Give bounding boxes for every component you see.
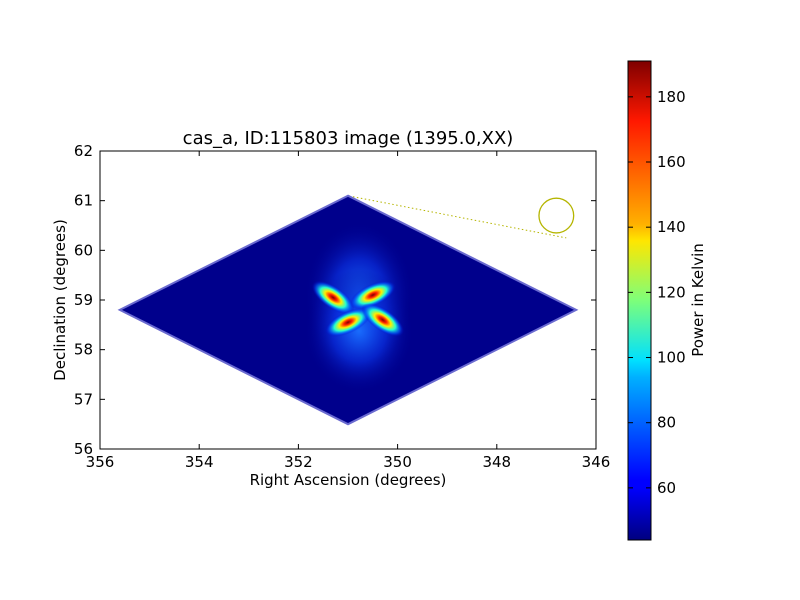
heatmap-image <box>117 194 579 426</box>
y-tick-label: 62 <box>74 142 93 160</box>
x-tick-label: 356 <box>86 453 115 471</box>
colorbar-tick-label: 100 <box>657 349 686 367</box>
colorbar <box>627 60 652 541</box>
axis-ticks: 356 354 352 350 348 346 56 57 58 59 60 61 62 <box>74 142 610 471</box>
colorbar-tick-label: 80 <box>657 414 676 432</box>
lobe-1 <box>311 280 355 315</box>
colorbar-ticks: 60 80 100 120 140 160 180 <box>628 88 686 497</box>
colorbar-tick-label: 160 <box>657 153 686 171</box>
y-tick-label: 60 <box>74 241 93 259</box>
y-axis-label: Declination (degrees) <box>51 219 69 381</box>
beam-leader <box>352 196 567 239</box>
lobe-3 <box>325 307 371 337</box>
y-tick-label: 59 <box>74 291 93 309</box>
colorbar-tick-label: 180 <box>657 88 686 106</box>
x-axis-label: Right Ascension (degrees) <box>250 471 447 489</box>
chart-title: cas_a, ID:115803 image (1395.0,XX) <box>183 128 514 149</box>
x-tick-label: 350 <box>383 453 412 471</box>
y-tick-label: 61 <box>74 192 93 210</box>
x-tick-label: 348 <box>482 453 511 471</box>
lobe-4 <box>361 303 404 337</box>
emission-layer <box>304 221 414 394</box>
colorbar-tick-label: 120 <box>657 283 686 301</box>
colorbar-tick-label: 140 <box>657 218 686 236</box>
colorbar-label: Power in Kelvin <box>689 243 707 357</box>
y-tick-label: 56 <box>74 440 93 458</box>
lobe-2 <box>349 280 396 310</box>
x-tick-label: 352 <box>284 453 313 471</box>
beam-circle <box>538 197 575 234</box>
colorbar-tick-label: 60 <box>657 479 676 497</box>
x-tick-label: 346 <box>582 453 611 471</box>
y-tick-label: 58 <box>74 341 93 359</box>
x-tick-label: 354 <box>185 453 214 471</box>
y-tick-label: 57 <box>74 390 93 408</box>
